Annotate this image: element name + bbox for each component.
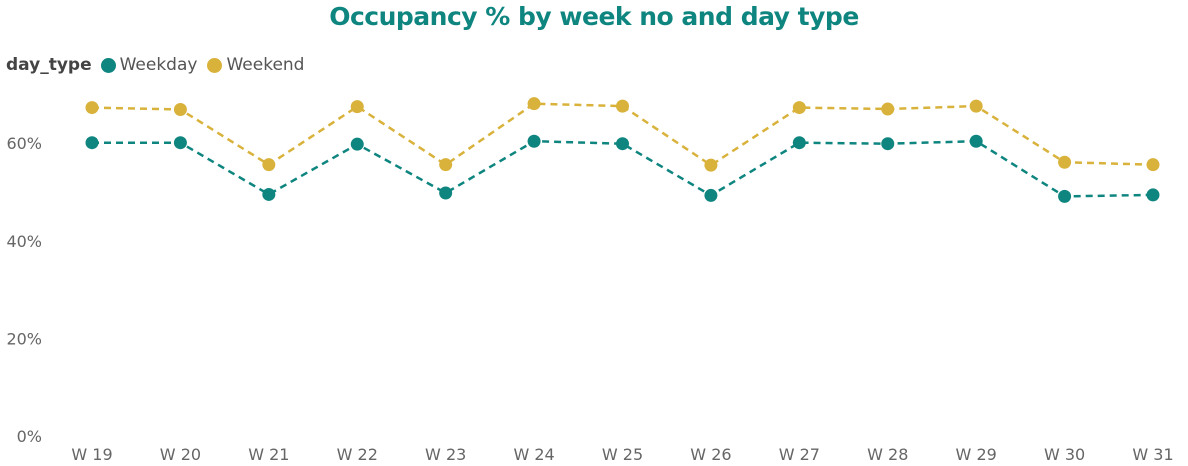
- legend-title: day_type: [6, 55, 92, 75]
- x-tick-label: W 22: [337, 445, 378, 464]
- y-tick-label: 40%: [6, 232, 42, 251]
- data-point-weekday[interactable]: [350, 137, 364, 151]
- data-point-weekday[interactable]: [1058, 189, 1072, 203]
- data-point-weekend[interactable]: [262, 158, 276, 172]
- legend: day_type Weekday Weekend: [6, 53, 314, 77]
- x-tick-label: W 19: [71, 445, 112, 464]
- data-point-weekend[interactable]: [881, 102, 895, 116]
- data-point-weekend[interactable]: [527, 97, 541, 111]
- x-tick-label: W 28: [867, 445, 908, 464]
- x-tick-label: W 31: [1132, 445, 1173, 464]
- data-point-weekend[interactable]: [173, 103, 187, 117]
- legend-label-weekday: Weekday: [119, 55, 198, 75]
- data-point-weekday[interactable]: [616, 137, 629, 151]
- data-point-weekend[interactable]: [704, 158, 718, 172]
- chart-title: Occupancy % by week no and day type: [329, 2, 859, 31]
- data-point-weekday[interactable]: [792, 136, 806, 150]
- data-point-weekend[interactable]: [969, 99, 983, 113]
- data-point-weekday[interactable]: [969, 134, 983, 148]
- data-point-weekend[interactable]: [85, 101, 99, 115]
- x-tick-label: W 26: [690, 445, 731, 464]
- data-point-weekend[interactable]: [439, 158, 453, 172]
- x-tick-label: W 29: [956, 445, 997, 464]
- data-point-weekend[interactable]: [616, 99, 629, 113]
- y-tick-label: 60%: [6, 134, 42, 153]
- x-tick-label: W 21: [248, 445, 289, 464]
- x-tick-label: W 30: [1044, 445, 1085, 464]
- legend-swatch-weekend: [207, 57, 223, 73]
- y-tick-label: 20%: [6, 329, 42, 348]
- series-line-weekend: [91, 102, 1154, 167]
- data-point-weekday[interactable]: [527, 134, 541, 148]
- data-point-weekend[interactable]: [350, 100, 364, 114]
- data-point-weekday[interactable]: [262, 187, 276, 201]
- y-tick-label: 0%: [17, 427, 42, 446]
- legend-item-weekend[interactable]: Weekend: [207, 55, 304, 75]
- data-point-weekday[interactable]: [85, 136, 99, 150]
- data-point-weekday[interactable]: [1146, 188, 1160, 202]
- data-point-weekend[interactable]: [1058, 155, 1072, 169]
- x-tick-label: W 25: [602, 445, 643, 464]
- x-tick-label: W 23: [425, 445, 466, 464]
- data-point-weekday[interactable]: [704, 188, 718, 202]
- data-point-weekday[interactable]: [173, 136, 187, 150]
- data-point-weekday[interactable]: [439, 186, 453, 200]
- data-point-weekend[interactable]: [792, 101, 806, 115]
- legend-label-weekend: Weekend: [226, 55, 305, 75]
- x-tick-label: W 20: [160, 445, 201, 464]
- legend-item-weekday[interactable]: Weekday: [100, 55, 198, 75]
- x-tick-label: W 24: [513, 445, 554, 464]
- legend-swatch-weekday: [100, 57, 116, 73]
- data-point-weekend[interactable]: [1146, 158, 1160, 172]
- x-tick-label: W 27: [779, 445, 820, 464]
- data-point-weekday[interactable]: [881, 137, 895, 151]
